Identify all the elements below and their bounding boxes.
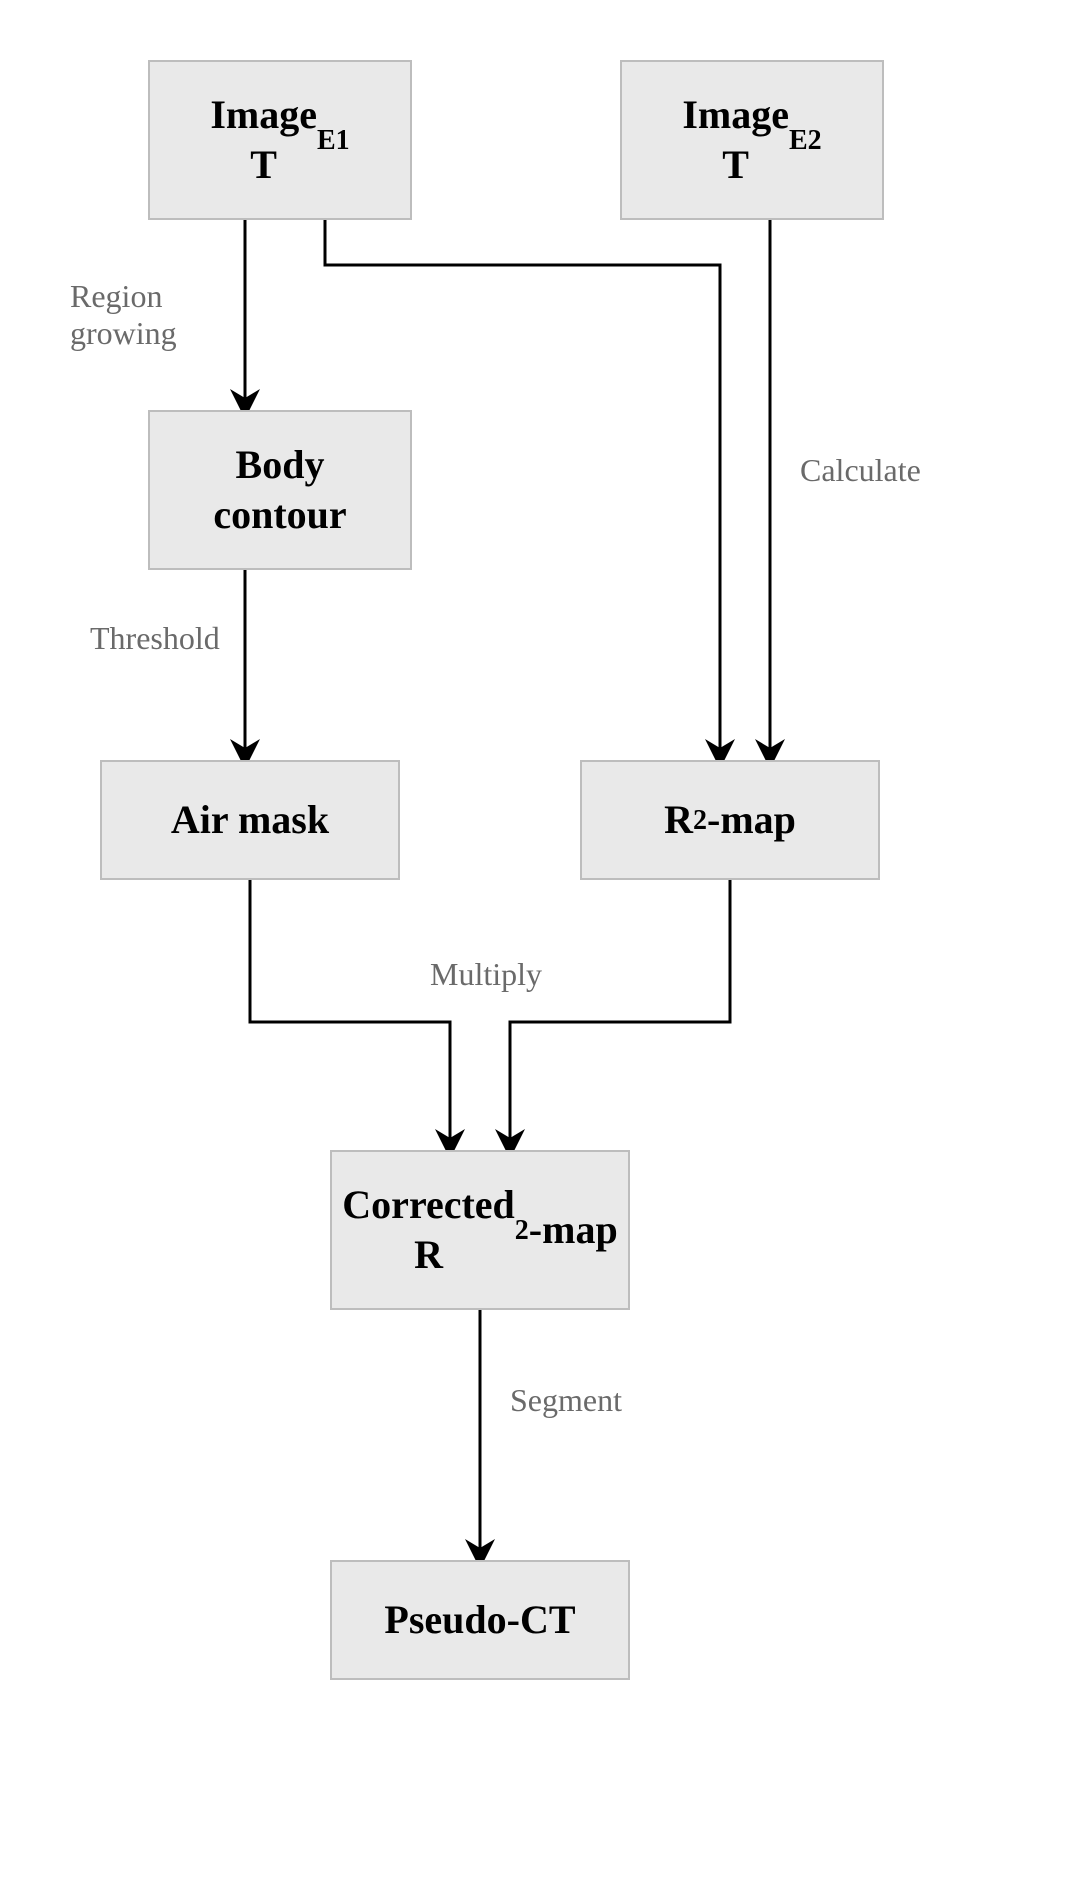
node-corrected: CorrectedR2-map	[330, 1150, 630, 1310]
e-corr-pseudo-label: Segment	[510, 1382, 622, 1419]
e-air-corr	[250, 880, 450, 1150]
node-body: Bodycontour	[148, 410, 412, 570]
node-te1: ImageTE1	[148, 60, 412, 220]
e-te1-body-label: Regiongrowing	[70, 278, 177, 352]
flowchart-canvas: ImageTE1 ImageTE2 Bodycontour Air mask R2-ma…	[0, 0, 1065, 1903]
node-pseudo: Pseudo-CT	[330, 1560, 630, 1680]
node-r2map: R2-map	[580, 760, 880, 880]
e-r2-corr	[510, 880, 730, 1150]
e-body-air-label: Threshold	[90, 620, 220, 657]
node-te2: ImageTE2	[620, 60, 884, 220]
node-airmask: Air mask	[100, 760, 400, 880]
e-te2-r2-label: Calculate	[800, 452, 921, 489]
e-r2-corr-label: Multiply	[430, 956, 542, 993]
